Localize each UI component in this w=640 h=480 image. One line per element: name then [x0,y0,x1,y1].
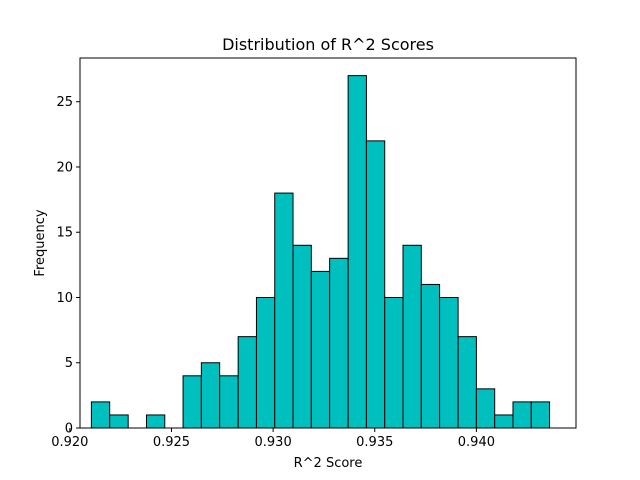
y-tick-label: 25 [56,95,73,110]
x-axis-ticks: 0.920 0.925 0.930 0.935 0.940 [51,428,495,450]
histogram-bar [420,283,441,429]
histogram-bar [365,140,386,429]
histogram-bar [494,414,514,429]
y-tick-label: 10 [56,291,73,306]
histogram-bar [255,296,276,429]
plot-frame [79,57,577,429]
histogram-bar [384,296,404,429]
y-axis-label: Frequency [33,209,48,276]
histogram-bar [145,414,166,429]
histogram-bar [439,296,459,429]
histogram-bar [274,192,294,429]
histogram-bar [90,401,111,429]
bars-group [90,75,551,429]
histogram-bar [512,401,532,429]
histogram-bar [310,270,331,429]
histogram-bar [475,388,496,429]
y-tick-label: 20 [56,160,73,175]
histogram-bar [200,362,221,429]
x-tick-label: 0.940 [458,435,495,450]
histogram-bar [182,375,202,429]
histogram-bar [329,257,349,429]
y-tick-label: 15 [56,226,73,241]
histogram-bar [219,375,239,429]
histogram-bar [457,336,477,429]
y-tick-label: 5 [65,356,73,371]
histogram-bar [402,244,422,429]
x-tick-label: 0.920 [51,435,88,450]
histogram-bar [347,75,367,429]
x-tick-label: 0.935 [356,435,393,450]
histogram-bar [292,244,312,429]
x-axis-label: R^2 Score [294,456,363,471]
y-tick-label: 0 [65,422,73,437]
x-tick-label: 0.930 [255,435,292,450]
histogram-bar [109,414,129,429]
chart-title: Distribution of R^2 Scores [222,35,434,54]
y-axis-ticks: 0 5 10 15 20 25 [56,95,80,437]
histogram-bar [530,401,551,429]
histogram-bar [237,336,257,429]
x-tick-label: 0.925 [153,435,190,450]
